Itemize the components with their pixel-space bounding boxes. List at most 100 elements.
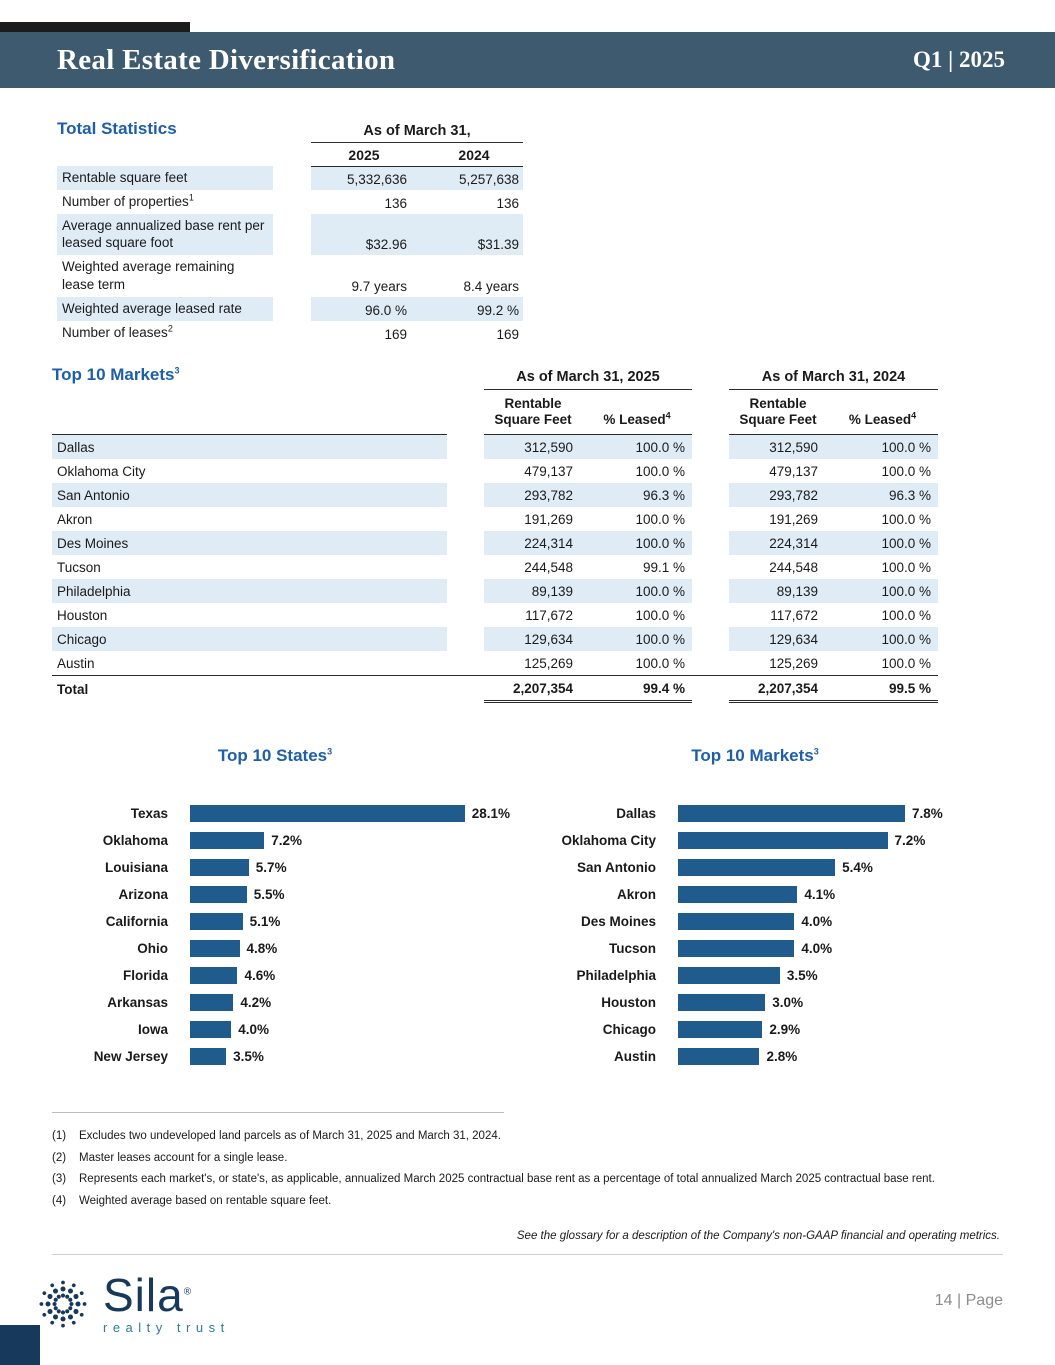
bar-row: California 5.1% — [40, 908, 510, 935]
spacer — [447, 531, 484, 555]
footer-divider — [52, 1254, 1003, 1255]
footnotes-section: (1) Excludes two undeveloped land parcel… — [52, 1112, 1002, 1215]
spacer — [447, 483, 484, 507]
stats-year-row: 2025 2024 — [57, 142, 524, 167]
bar-value-label: 4.2% — [240, 995, 272, 1010]
rsf-2024-value: 89,139 — [729, 579, 827, 604]
stat-value-2025: 9.7 years — [351, 278, 407, 294]
bar-row: Texas 28.1% — [40, 800, 510, 827]
bar-row: New Jersey 3.5% — [40, 1043, 510, 1070]
bar — [190, 832, 265, 849]
bar-track: 4.8% — [190, 940, 510, 957]
stat-value-2024: $31.39 — [425, 213, 524, 256]
stats-gap — [273, 166, 311, 190]
leased-2024-value: 100.0 % — [881, 463, 931, 479]
leased-2025-value: 100.0 % — [635, 655, 685, 671]
stat-value-2025: $32.96 — [311, 213, 417, 256]
spacer — [692, 603, 729, 627]
footnote-3: (3) Represents each market's, or state's… — [52, 1171, 1002, 1188]
spacer — [447, 507, 484, 531]
leased-2025-value: 100.0 % — [635, 463, 685, 479]
bar-value-label: 3.0% — [772, 995, 804, 1010]
group-header-2025: As of March 31, 2025 — [484, 360, 692, 390]
stats-asof-row: Total Statistics As of March 31, — [57, 116, 524, 143]
bar — [190, 940, 240, 957]
rsf-2025-value: 191,269 — [524, 511, 573, 527]
spacer — [692, 507, 729, 531]
stats-gap — [417, 321, 425, 345]
leased-2024-value: 100.0 % — [881, 607, 931, 623]
leased-2024-value: 100.0 % — [827, 579, 938, 604]
spacer — [692, 483, 729, 507]
bar-row: Florida 4.6% — [40, 962, 510, 989]
bar-track: 7.8% — [678, 805, 1000, 822]
total-leased-2024: 99.5 % — [827, 675, 938, 704]
bar — [678, 832, 888, 849]
stat-label: Average annualized base rent per leased … — [57, 213, 273, 256]
bar-track: 5.1% — [190, 913, 510, 930]
total-statistics-table: Total Statistics As of March 31, 2025 20… — [57, 116, 524, 345]
market-name: Des Moines — [52, 531, 447, 556]
bar-row: Houston 3.0% — [510, 989, 1000, 1016]
bar-row: Arizona 5.5% — [40, 881, 510, 908]
rsf-2024-value: 191,269 — [769, 511, 818, 527]
leased-2025-value: 99.1 % — [642, 559, 685, 575]
stats-row: Weighted average remaining lease term 9.7… — [57, 255, 523, 297]
markets-subheader-row: Rentable Square Feet % Leased4 Rentable … — [52, 389, 938, 436]
bar-value-label: 2.9% — [769, 1022, 801, 1037]
bar-value-label: 2.8% — [766, 1049, 798, 1064]
bar-track: 7.2% — [190, 832, 510, 849]
spacer — [447, 459, 484, 483]
bar-track: 3.0% — [678, 994, 1000, 1011]
bar-row: Oklahoma 7.2% — [40, 827, 510, 854]
markets-chart-bars: Dallas 7.8% Oklahoma City 7.2% San Antonio 5.… — [510, 800, 1000, 1070]
leased-2025-value: 100.0 % — [635, 607, 685, 623]
market-name: Oklahoma City — [57, 463, 146, 479]
group-header-2024: As of March 31, 2024 — [729, 360, 938, 390]
stat-value-2024: 8.4 years — [463, 278, 520, 294]
bar-category-label: Ohio — [137, 941, 168, 956]
bar-category-label: Houston — [601, 995, 656, 1010]
bar-row: Des Moines 4.0% — [510, 908, 1000, 935]
market-row: Tucson 244,548 99.1 % 244,548 100.0 % — [52, 555, 938, 579]
leased-2025-value: 100.0 % — [582, 579, 692, 604]
rsf-2024-value: 125,269 — [769, 655, 818, 671]
bar-value-label: 4.0% — [801, 941, 833, 956]
total-leased-2025: 99.4 % — [582, 675, 692, 704]
rsf-2024-value: 117,672 — [770, 607, 818, 623]
stat-value-2024: 136 — [496, 195, 520, 211]
bar-value-label: 5.4% — [842, 860, 873, 875]
bar-category-label: San Antonio — [577, 860, 656, 875]
stats-row: Average annualized base rent per leased … — [57, 213, 524, 256]
page-number: 14 | Page — [934, 1292, 1003, 1309]
bar — [678, 994, 766, 1011]
bar-track: 5.7% — [190, 859, 510, 876]
spacer — [692, 459, 729, 483]
footnote-number: (2) — [52, 1151, 67, 1164]
rsf-2025-value: 479,137 — [524, 463, 573, 479]
bar-value-label: 3.5% — [233, 1049, 264, 1064]
bar-category-label: Oklahoma City — [561, 833, 656, 848]
stats-row: Weighted average leased rate 96.0 % 99.2 % — [57, 296, 524, 321]
col-header-rsf-2024: Rentable Square Feet — [729, 389, 827, 436]
bar-value-label: 7.2% — [894, 833, 926, 848]
footnote-1: (1) Excludes two undeveloped land parcel… — [52, 1128, 1002, 1145]
leased-2024-value: 96.3 % — [827, 483, 938, 508]
corner-accent-square — [0, 1325, 40, 1365]
rsf-2024-value: 224,314 — [729, 531, 827, 556]
report-period: Q1 | 2025 — [913, 47, 1005, 72]
bar-category-label: Tucson — [609, 941, 656, 956]
top-10-states-chart: Top 10 States3 Texas 28.1% Oklahoma 7.2% Lou… — [40, 746, 510, 1070]
stat-label: Weighted average leased rate — [57, 296, 273, 321]
bar-value-label: 5.1% — [249, 914, 281, 929]
rsf-2024-value: 479,137 — [769, 463, 818, 479]
stat-value-2025: 96.0 % — [311, 296, 417, 321]
logo-subtitle: realty trust — [103, 1320, 230, 1335]
leased-2025-value: 100.0 % — [582, 627, 692, 652]
market-row: Oklahoma City 479,137 100.0 % 479,137 100.0 … — [52, 459, 938, 483]
leased-2025-value: 96.3 % — [582, 483, 692, 508]
bar-category-label: Florida — [122, 968, 168, 983]
spacer — [447, 651, 484, 676]
bar-track: 4.0% — [678, 913, 1000, 930]
bar-category-label: New Jersey — [93, 1049, 168, 1064]
